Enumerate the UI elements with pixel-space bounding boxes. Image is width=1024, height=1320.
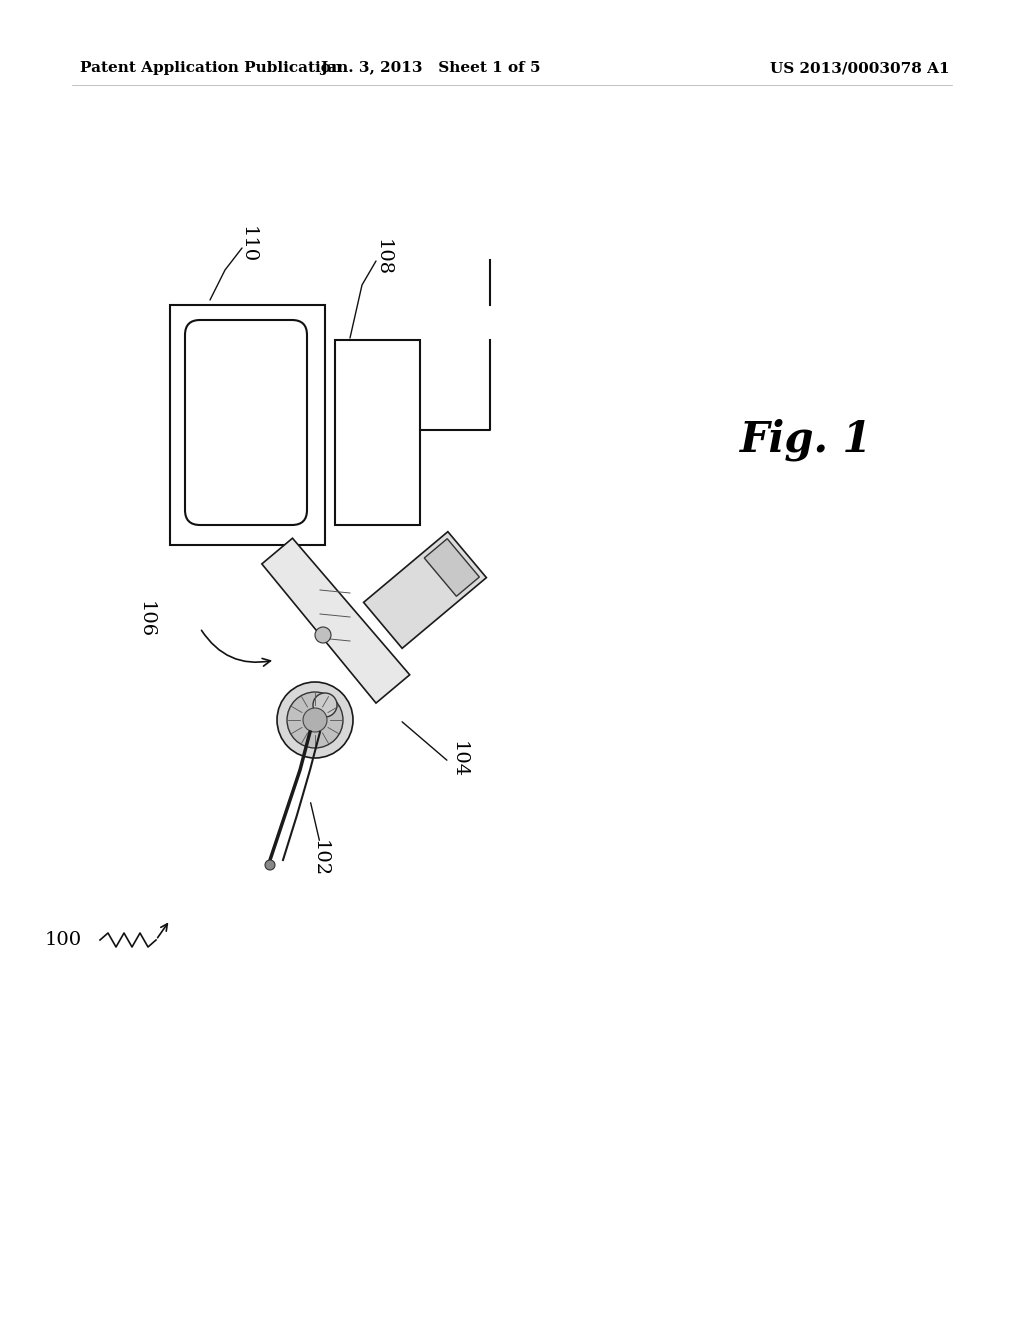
Circle shape bbox=[313, 693, 337, 717]
Text: 110: 110 bbox=[239, 227, 257, 264]
Text: 100: 100 bbox=[45, 931, 82, 949]
Bar bbox=[170, 305, 325, 545]
Text: 104: 104 bbox=[450, 742, 468, 779]
Bar bbox=[335, 341, 420, 525]
Text: Jan. 3, 2013   Sheet 1 of 5: Jan. 3, 2013 Sheet 1 of 5 bbox=[319, 61, 541, 75]
Circle shape bbox=[278, 682, 353, 758]
Text: Patent Application Publication: Patent Application Publication bbox=[80, 61, 342, 75]
Circle shape bbox=[303, 708, 327, 733]
Polygon shape bbox=[262, 539, 410, 704]
Polygon shape bbox=[424, 539, 479, 597]
Polygon shape bbox=[364, 532, 486, 648]
Text: 106: 106 bbox=[137, 602, 155, 639]
Text: Fig. 1: Fig. 1 bbox=[740, 418, 872, 461]
Text: 108: 108 bbox=[374, 239, 392, 277]
FancyArrowPatch shape bbox=[202, 631, 270, 667]
Text: 102: 102 bbox=[311, 840, 329, 876]
Circle shape bbox=[265, 861, 275, 870]
Circle shape bbox=[287, 692, 343, 748]
Text: US 2013/0003078 A1: US 2013/0003078 A1 bbox=[770, 61, 950, 75]
FancyBboxPatch shape bbox=[185, 319, 307, 525]
Circle shape bbox=[315, 627, 331, 643]
